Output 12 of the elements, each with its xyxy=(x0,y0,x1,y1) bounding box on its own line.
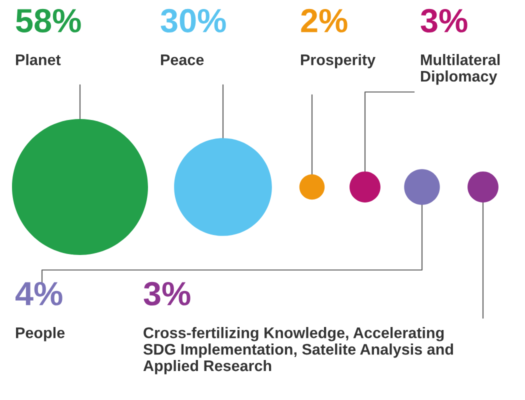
data-label: 3% xyxy=(420,8,468,33)
data-label: 3% xyxy=(144,282,190,306)
category-label: Planet xyxy=(16,54,61,66)
data-label: 58% xyxy=(16,8,81,32)
data-label: 4% xyxy=(16,282,62,306)
data-label: 30% xyxy=(160,8,226,33)
category-label: Prosperity xyxy=(301,54,376,68)
data-label: 2% xyxy=(301,8,348,32)
category-label: People xyxy=(16,327,65,342)
category-label: Peace xyxy=(161,54,204,66)
category-label: Cross-fertilizing Knowledge, Accelerating SDG Implementation, Satelite Analysis and Applied Research xyxy=(143,327,453,374)
category-label: Multilateral Diplomacy xyxy=(421,54,500,85)
